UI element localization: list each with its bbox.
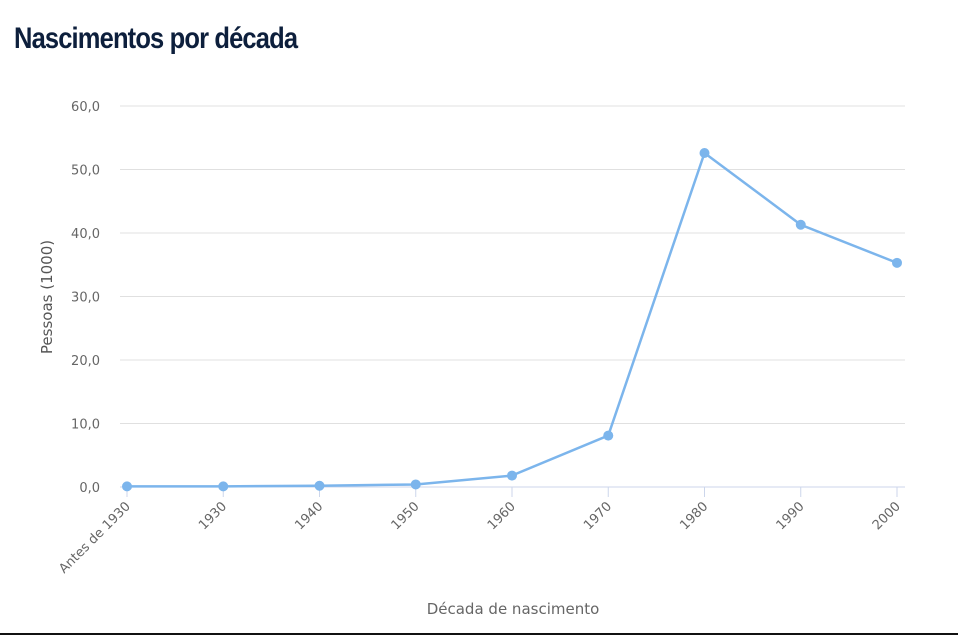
x-tick-label: 1930 [196,499,230,533]
data-point [410,479,421,490]
data-point [603,430,614,441]
data-point [218,481,229,492]
y-tick-label: 10,0 [71,418,100,433]
x-tick-label: 1940 [292,499,326,533]
series-line [127,150,898,488]
x-tick-label: Antes de 1930 [56,499,134,577]
y-tick-label: 50,0 [71,164,100,179]
data-point [795,219,806,230]
y-tick-label: 40,0 [71,227,100,242]
data-point [122,481,132,492]
x-tick-label: 1950 [389,499,423,533]
chart-title: Nascimentos por década [14,22,298,55]
data-point [892,257,902,268]
y-tick-label: 30,0 [71,291,100,306]
y-tick-label: 20,0 [71,354,100,369]
x-tick-label: 1960 [485,499,519,533]
y-tick-label: 0,0 [79,481,100,496]
x-tick-label: 1990 [774,499,808,533]
bottom-divider [0,633,958,635]
x-tick-label: 2000 [870,499,904,533]
x-tick-label: 1980 [677,499,711,533]
data-point [314,480,325,491]
data-point [507,470,517,481]
x-axis-title: Década de nascimento [427,600,600,618]
y-tick-label: 60,0 [71,100,100,115]
x-tick-label: 1970 [581,499,615,533]
y-axis-title: Pessoas (1000) [38,240,56,354]
data-point [699,147,710,158]
